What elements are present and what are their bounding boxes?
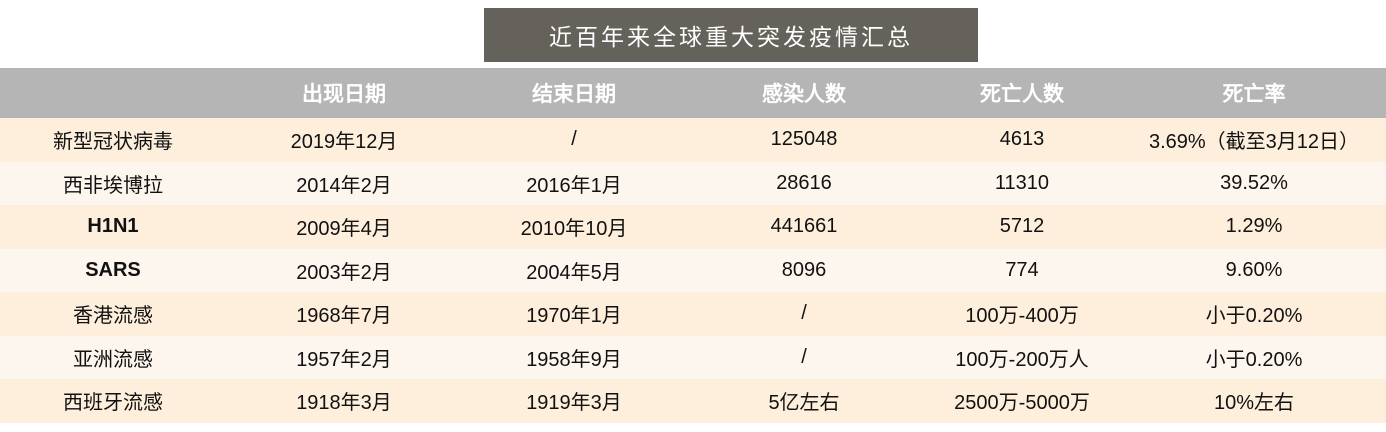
- table-cell: 2003年2月: [296, 261, 392, 284]
- row-label: 西非埃博拉: [63, 174, 163, 197]
- table-cell: 1970年1月: [526, 305, 622, 328]
- table-row: 新型冠状病毒 2019年12月 / 125048 4613 3.69%（截至3月12日）: [0, 118, 1386, 162]
- header-cell: 感染人数: [762, 83, 846, 106]
- table-cell: 2009年4月: [296, 218, 392, 241]
- table-cell: 39.52%: [1220, 171, 1288, 194]
- table-cell: 1.29%: [1225, 215, 1283, 238]
- row-label: 香港流感: [73, 305, 153, 328]
- table-cell: 100万-400万: [965, 305, 1079, 328]
- row-label: 新型冠状病毒: [53, 131, 173, 154]
- header-cell: 出现日期: [302, 83, 386, 106]
- table-cell: 2500万-5000万: [954, 392, 1090, 415]
- table-cell: /: [801, 345, 807, 368]
- table-cell: 4613: [999, 128, 1045, 151]
- header-cell: 结束日期: [532, 83, 616, 106]
- table-cell: 11310: [994, 171, 1050, 194]
- table-cell: 8096: [781, 258, 827, 281]
- table-row: H1N1 2009年4月 2010年10月 441661 5712 1.29%: [0, 205, 1386, 249]
- table-cell: 小于0.20%: [1205, 305, 1303, 328]
- table-cell: 2004年5月: [526, 261, 622, 284]
- epidemic-table: 出现日期 结束日期 感染人数 死亡人数 死亡率 新型冠状病毒 2019年12月 / 1…: [0, 68, 1386, 423]
- table-cell: 28616: [776, 171, 832, 194]
- table-cell: 1958年9月: [526, 348, 622, 371]
- header-row: 出现日期 结束日期 感染人数 死亡人数 死亡率: [0, 68, 1386, 118]
- table-cell: 1957年2月: [296, 348, 392, 371]
- header-cell: 死亡率: [1222, 83, 1286, 106]
- header-cell: 死亡人数: [980, 83, 1064, 106]
- table-title: 近百年来全球重大突发疫情汇总: [484, 8, 978, 62]
- table-cell: 2016年1月: [526, 174, 622, 197]
- table-cell: 1919年3月: [526, 392, 622, 415]
- table-cell: 5712: [999, 215, 1045, 238]
- table-cell: 10%左右: [1213, 392, 1295, 415]
- table-cell: 441661: [770, 215, 838, 238]
- table-cell: 2014年2月: [296, 174, 392, 197]
- table-cell: 100万-200万人: [955, 348, 1089, 371]
- table-cell: 5亿左右: [768, 392, 840, 415]
- table-cell: /: [801, 302, 807, 325]
- table-row: SARS 2003年2月 2004年5月 8096 774 9.60%: [0, 248, 1386, 292]
- table-cell: 1968年7月: [296, 305, 392, 328]
- table-cell: 2010年10月: [520, 218, 628, 241]
- table-cell: 774: [1005, 258, 1039, 281]
- row-label: SARS: [85, 258, 141, 281]
- table-cell: 2019年12月: [290, 131, 398, 154]
- row-label: 亚洲流感: [73, 348, 153, 371]
- row-label: H1N1: [87, 215, 139, 238]
- table-row: 亚洲流感 1957年2月 1958年9月 / 100万-200万人 小于0.20%: [0, 335, 1386, 379]
- table-cell: /: [571, 128, 577, 151]
- row-label: 西班牙流感: [63, 392, 163, 415]
- table-cell: 9.60%: [1225, 258, 1283, 281]
- table-cell: 3.69%（截至3月12日）: [1148, 131, 1360, 154]
- table-row: 西班牙流感 1918年3月 1919年3月 5亿左右 2500万-5000万 10%左右: [0, 379, 1386, 423]
- table-cell: 小于0.20%: [1205, 348, 1303, 371]
- table-cell: 1918年3月: [296, 392, 392, 415]
- table-row: 香港流感 1968年7月 1970年1月 / 100万-400万 小于0.20%: [0, 292, 1386, 336]
- table-cell: 125048: [770, 128, 838, 151]
- table-row: 西非埃博拉 2014年2月 2016年1月 28616 11310 39.52%: [0, 161, 1386, 205]
